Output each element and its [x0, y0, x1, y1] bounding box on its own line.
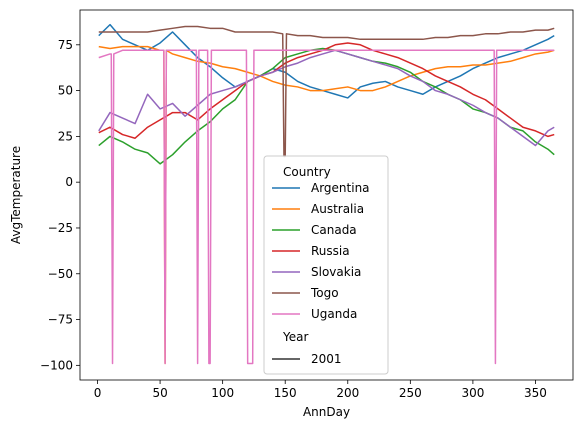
- plot-frame: [79, 9, 574, 381]
- legend-entry-label: Canada: [311, 223, 357, 237]
- y-tick-label: −50: [48, 267, 73, 281]
- legend-entry-label: Russia: [311, 244, 350, 258]
- legend-entry-label: Uganda: [311, 307, 357, 321]
- x-tick-label: 100: [211, 386, 234, 400]
- legend-entry-label: Togo: [310, 286, 339, 300]
- legend-entry-label: Slovakia: [311, 265, 361, 279]
- y-tick-label: −100: [40, 358, 73, 372]
- y-tick-label: −25: [48, 221, 73, 235]
- legend-series-entries: Argentina Australia Canada Russia Slovakia To…: [272, 181, 370, 321]
- x-tick-label: 50: [152, 386, 167, 400]
- series-group: [98, 23, 555, 365]
- y-axis: −100 −75 −50 −25 0 25 50 75: [40, 38, 80, 372]
- x-axis-label: AnnDay: [303, 405, 350, 419]
- x-tick-label: 300: [461, 386, 484, 400]
- legend-box: [263, 155, 389, 375]
- x-tick-label: 350: [524, 386, 547, 400]
- series-line-argentina: [98, 23, 555, 99]
- x-axis: 0 50 100 150 200 250 300 350: [94, 380, 547, 400]
- legend-year-label: 2001: [311, 352, 342, 366]
- y-axis-label: AvgTemperature: [9, 146, 23, 244]
- legend: Country Year 2001 Argentina Australia Cana…: [263, 155, 389, 375]
- x-tick-label: 150: [274, 386, 297, 400]
- y-tick-label: 75: [58, 38, 73, 52]
- x-tick-label: 200: [336, 386, 359, 400]
- x-tick-label: 0: [94, 386, 102, 400]
- legend-entry-label: Australia: [311, 202, 364, 216]
- legend-entry-label: Argentina: [311, 181, 370, 195]
- series-line-russia: [98, 42, 555, 139]
- y-tick-label: 50: [58, 84, 73, 98]
- series-line-slovakia: [98, 49, 555, 147]
- y-tick-label: −75: [48, 313, 73, 327]
- y-tick-label: 0: [65, 175, 73, 189]
- series-line-uganda: [98, 49, 555, 365]
- y-tick-label: 25: [58, 129, 73, 143]
- x-tick-label: 250: [399, 386, 422, 400]
- series-line-togo: [98, 25, 555, 158]
- legend-title-year: Year: [282, 330, 308, 344]
- legend-title-country: Country: [283, 165, 331, 179]
